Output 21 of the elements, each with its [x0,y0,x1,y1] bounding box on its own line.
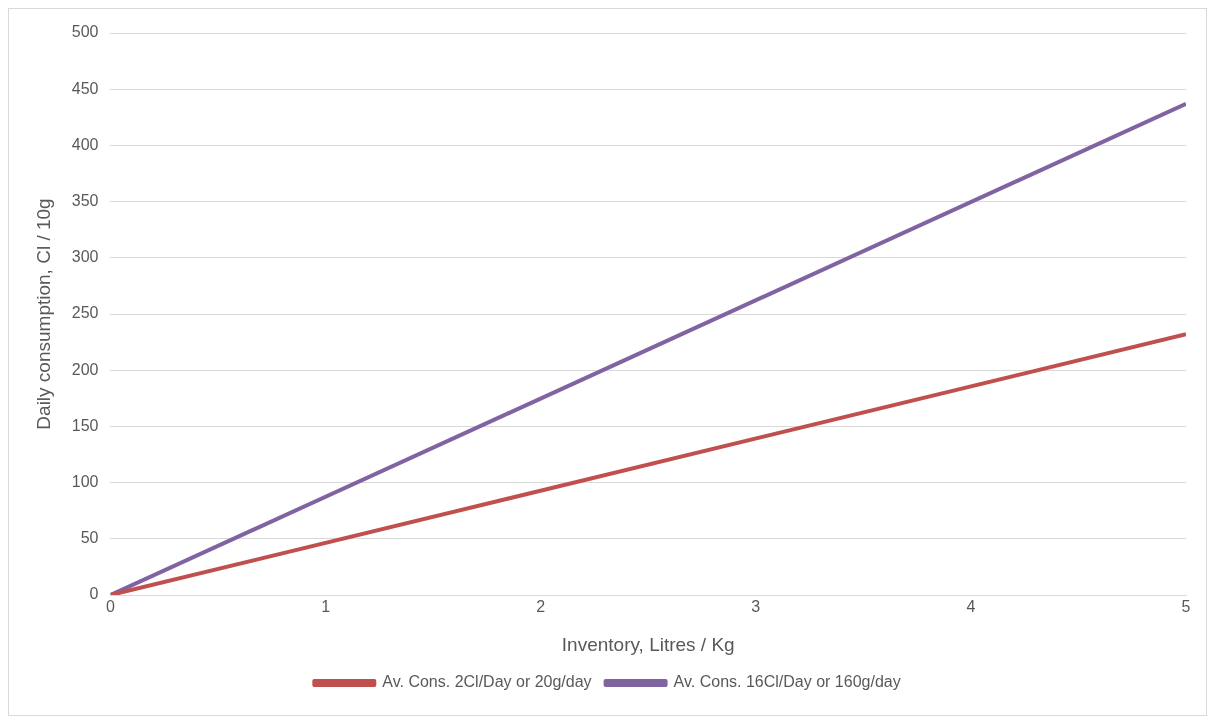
y-tick-label: 500 [71,23,99,41]
y-tick-label: 400 [71,135,99,153]
x-tick-label: 2 [536,598,546,616]
y-axis-title: Daily consumption, Cl / 10g [32,198,54,430]
y-tick-label: 50 [80,529,99,547]
x-tick-label: 3 [751,598,761,616]
y-tick-label: 450 [71,79,99,97]
y-tick-label: 200 [71,360,99,378]
x-tick-label: 1 [321,598,331,616]
legend-label: Av. Cons. 2Cl/Day or 20g/day [382,673,592,691]
y-tick-label: 100 [71,473,99,491]
x-tick-label: 0 [106,598,116,616]
x-tick-label: 4 [966,598,976,616]
y-tick-label: 350 [71,192,99,210]
x-tick-label: 5 [1181,598,1191,616]
x-axis-title: Inventory, Litres / Kg [561,633,735,655]
y-tick-label: 150 [71,416,99,434]
y-tick-label: 0 [89,585,99,603]
y-tick-label: 300 [71,248,99,266]
y-tick-label: 250 [71,304,99,322]
legend-label: Av. Cons. 16Cl/Day or 160g/day [673,673,901,691]
